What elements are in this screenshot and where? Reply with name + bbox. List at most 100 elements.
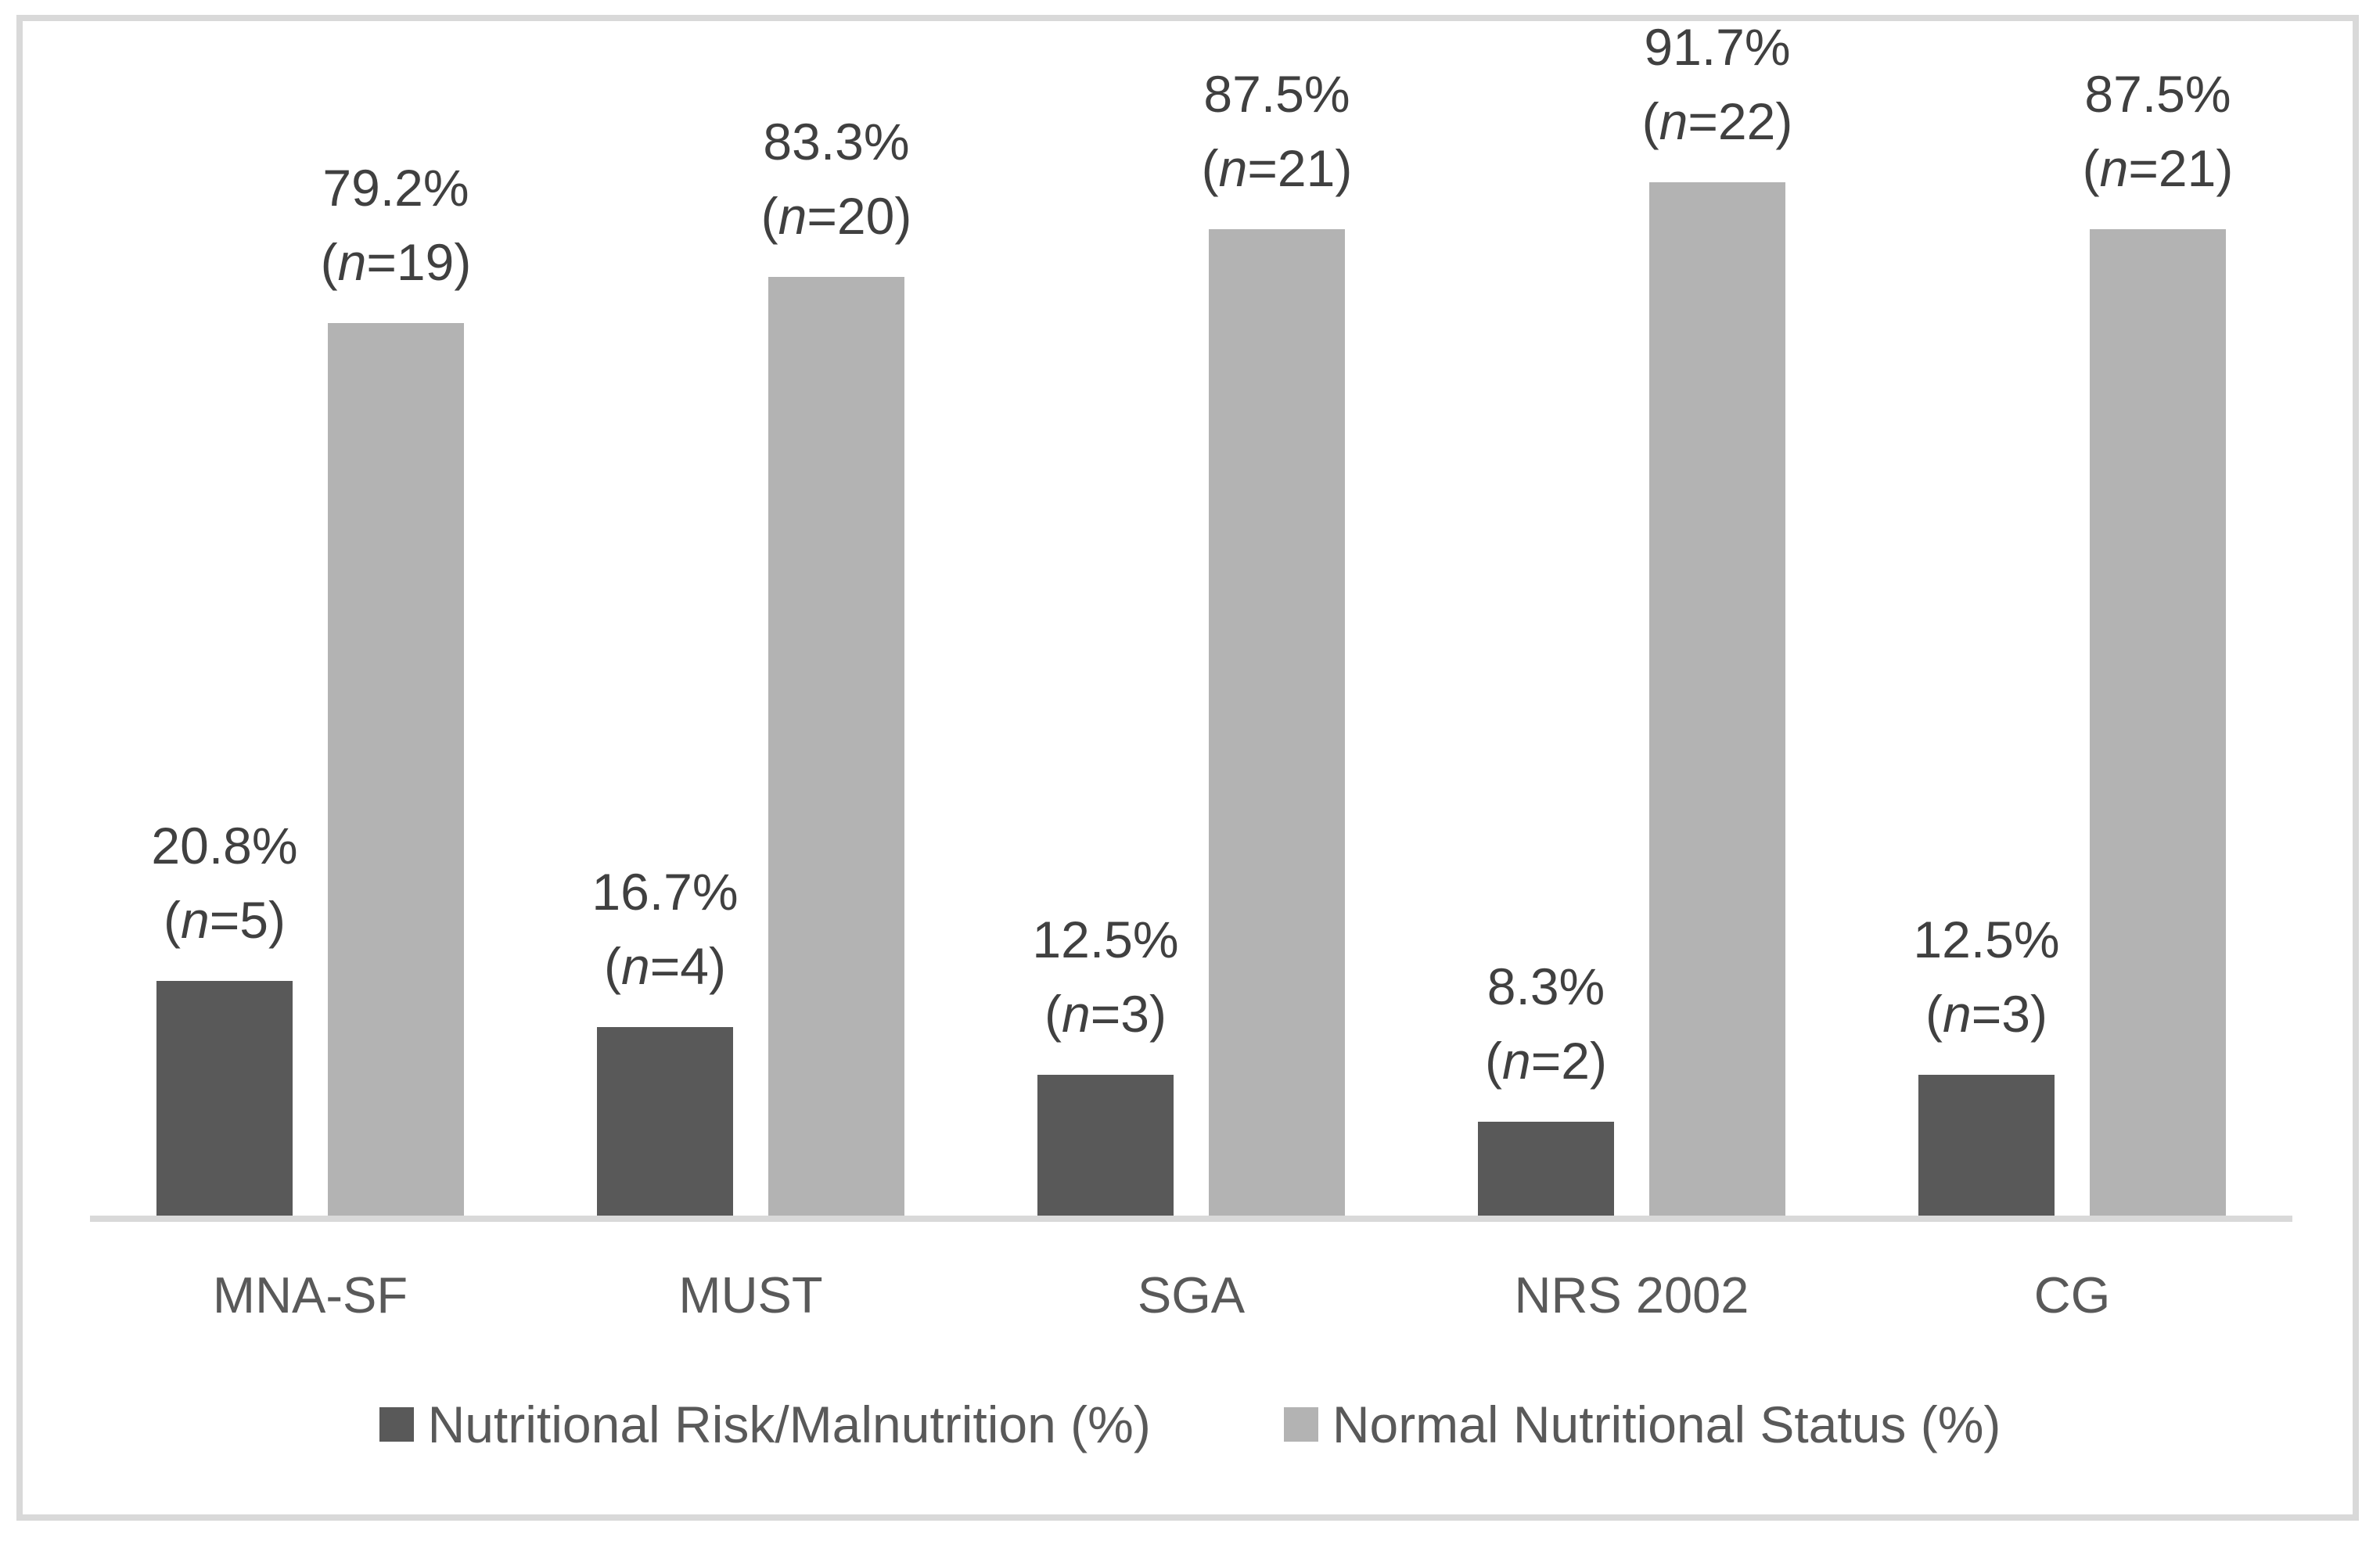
n-close: )	[268, 891, 286, 949]
bar-must-risk: 16.7% (n=4)	[591, 863, 739, 1216]
bar-label-n: (n=3)	[1032, 977, 1178, 1051]
n-open: (	[2082, 139, 2100, 197]
n-count: 21	[1277, 139, 1336, 197]
n-open: (	[1925, 985, 1943, 1043]
bar-mna-sf-risk: 20.8% (n=5)	[151, 817, 298, 1216]
n-equals: =	[1688, 92, 1718, 150]
n-count: 20	[836, 187, 895, 245]
bar-label-nrs-2002-risk: 8.3% (n=2)	[1485, 950, 1607, 1098]
n-open: (	[320, 233, 338, 291]
n-close: )	[1775, 92, 1793, 150]
n-open: (	[1201, 139, 1219, 197]
n-count: 5	[239, 891, 268, 949]
bar-mna-sf-normal: 79.2% (n=19)	[321, 159, 471, 1216]
n-symbol: n	[778, 187, 807, 245]
bar-label-percent: 91.7%	[1644, 18, 1791, 76]
n-count: 22	[1717, 92, 1776, 150]
legend-item-normal: Normal Nutritional Status (%)	[1283, 1393, 2001, 1456]
bar-label-n: (n=22)	[1642, 84, 1793, 159]
bar-label-must-risk: 16.7% (n=4)	[591, 855, 738, 1004]
bar-label-n: (n=21)	[2083, 131, 2234, 206]
bar-label-sga-risk: 12.5% (n=3)	[1032, 903, 1178, 1051]
bar-label-mna-sf-normal: 79.2% (n=19)	[321, 151, 472, 300]
bar-label-n: (n=19)	[321, 225, 472, 300]
legend-item-risk: Nutritional Risk/Malnutrition (%)	[379, 1393, 1151, 1456]
n-open: (	[1044, 985, 1062, 1043]
bar-label-percent: 12.5%	[1913, 911, 2060, 968]
n-count: 3	[1120, 985, 1149, 1043]
n-symbol: n	[621, 937, 650, 995]
n-equals: =	[1090, 985, 1121, 1043]
category-label-cg: CG	[2033, 1266, 2111, 1324]
n-close: )	[2216, 139, 2234, 197]
bar-label-percent: 83.3%	[763, 113, 910, 171]
bar-sga-risk: 12.5% (n=3)	[1032, 911, 1179, 1216]
n-open: (	[164, 891, 182, 949]
bar-must-normal: 83.3% (n=20)	[761, 113, 911, 1216]
n-symbol: n	[181, 891, 210, 949]
category-label-sga: SGA	[1137, 1266, 1246, 1324]
bar-label-must-normal: 83.3% (n=20)	[761, 105, 912, 253]
bar-label-cg-risk: 12.5% (n=3)	[1913, 903, 2059, 1051]
n-count: 19	[396, 233, 455, 291]
n-open: (	[760, 187, 778, 245]
legend-label-risk: Nutritional Risk/Malnutrition (%)	[427, 1396, 1151, 1453]
n-symbol: n	[337, 233, 367, 291]
x-axis-line	[90, 1216, 2292, 1222]
legend-swatch-normal	[1283, 1407, 1318, 1442]
legend-swatch-risk	[379, 1407, 414, 1442]
n-close: )	[2029, 985, 2047, 1043]
bar-label-n: (n=2)	[1485, 1024, 1607, 1098]
n-equals: =	[1530, 1032, 1562, 1090]
n-close: )	[708, 937, 726, 995]
figure-border	[16, 15, 2359, 1521]
category-label-mna-sf: MNA-SF	[212, 1266, 408, 1324]
bar-label-sga-normal: 87.5% (n=21)	[1202, 57, 1353, 206]
bar-label-mna-sf-risk: 20.8% (n=5)	[151, 809, 297, 957]
n-count: 3	[2001, 985, 2030, 1043]
bar-label-percent: 87.5%	[2084, 65, 2231, 123]
n-close: )	[1149, 985, 1167, 1043]
bar-label-n: (n=3)	[1913, 977, 2059, 1051]
bar-label-n: (n=5)	[151, 883, 297, 957]
bar-label-nrs-2002-normal: 91.7% (n=22)	[1642, 10, 1793, 159]
category-label-must: MUST	[678, 1266, 823, 1324]
n-close: )	[1589, 1032, 1607, 1090]
n-close: )	[1335, 139, 1353, 197]
bar-label-n: (n=4)	[591, 929, 738, 1004]
chart-legend: Nutritional Risk/Malnutrition (%) Normal …	[0, 1393, 2380, 1456]
n-symbol: n	[2099, 139, 2129, 197]
n-equals: =	[1247, 139, 1278, 197]
n-symbol: n	[1943, 985, 1972, 1043]
n-symbol: n	[1659, 92, 1688, 150]
bar-label-cg-normal: 87.5% (n=21)	[2083, 57, 2234, 206]
category-label-nrs-2002: NRS 2002	[1514, 1266, 1749, 1324]
n-count: 21	[2158, 139, 2216, 197]
n-count: 2	[1561, 1032, 1590, 1090]
n-symbol: n	[1062, 985, 1091, 1043]
n-equals: =	[209, 891, 240, 949]
n-equals: =	[2128, 139, 2159, 197]
bar-label-n: (n=21)	[1202, 131, 1353, 206]
bar-label-percent: 12.5%	[1032, 911, 1179, 968]
n-close: )	[894, 187, 912, 245]
n-symbol: n	[1218, 139, 1248, 197]
bar-label-percent: 87.5%	[1203, 65, 1350, 123]
n-equals: =	[807, 187, 837, 245]
bar-nrs-2002-normal: 91.7% (n=22)	[1642, 18, 1792, 1216]
bar-nrs-2002-risk: 8.3% (n=2)	[1478, 957, 1614, 1216]
n-symbol: n	[1502, 1032, 1531, 1090]
n-open: (	[1485, 1032, 1503, 1090]
legend-label-normal: Normal Nutritional Status (%)	[1332, 1396, 2001, 1453]
bar-cg-normal: 87.5% (n=21)	[2083, 65, 2233, 1216]
bar-sga-normal: 87.5% (n=21)	[1202, 65, 1352, 1216]
bar-label-percent: 79.2%	[322, 159, 469, 217]
n-equals: =	[649, 937, 681, 995]
n-open: (	[604, 937, 622, 995]
n-equals: =	[366, 233, 397, 291]
bar-label-n: (n=20)	[761, 179, 912, 253]
bar-label-percent: 8.3%	[1487, 957, 1605, 1015]
n-count: 4	[680, 937, 709, 995]
